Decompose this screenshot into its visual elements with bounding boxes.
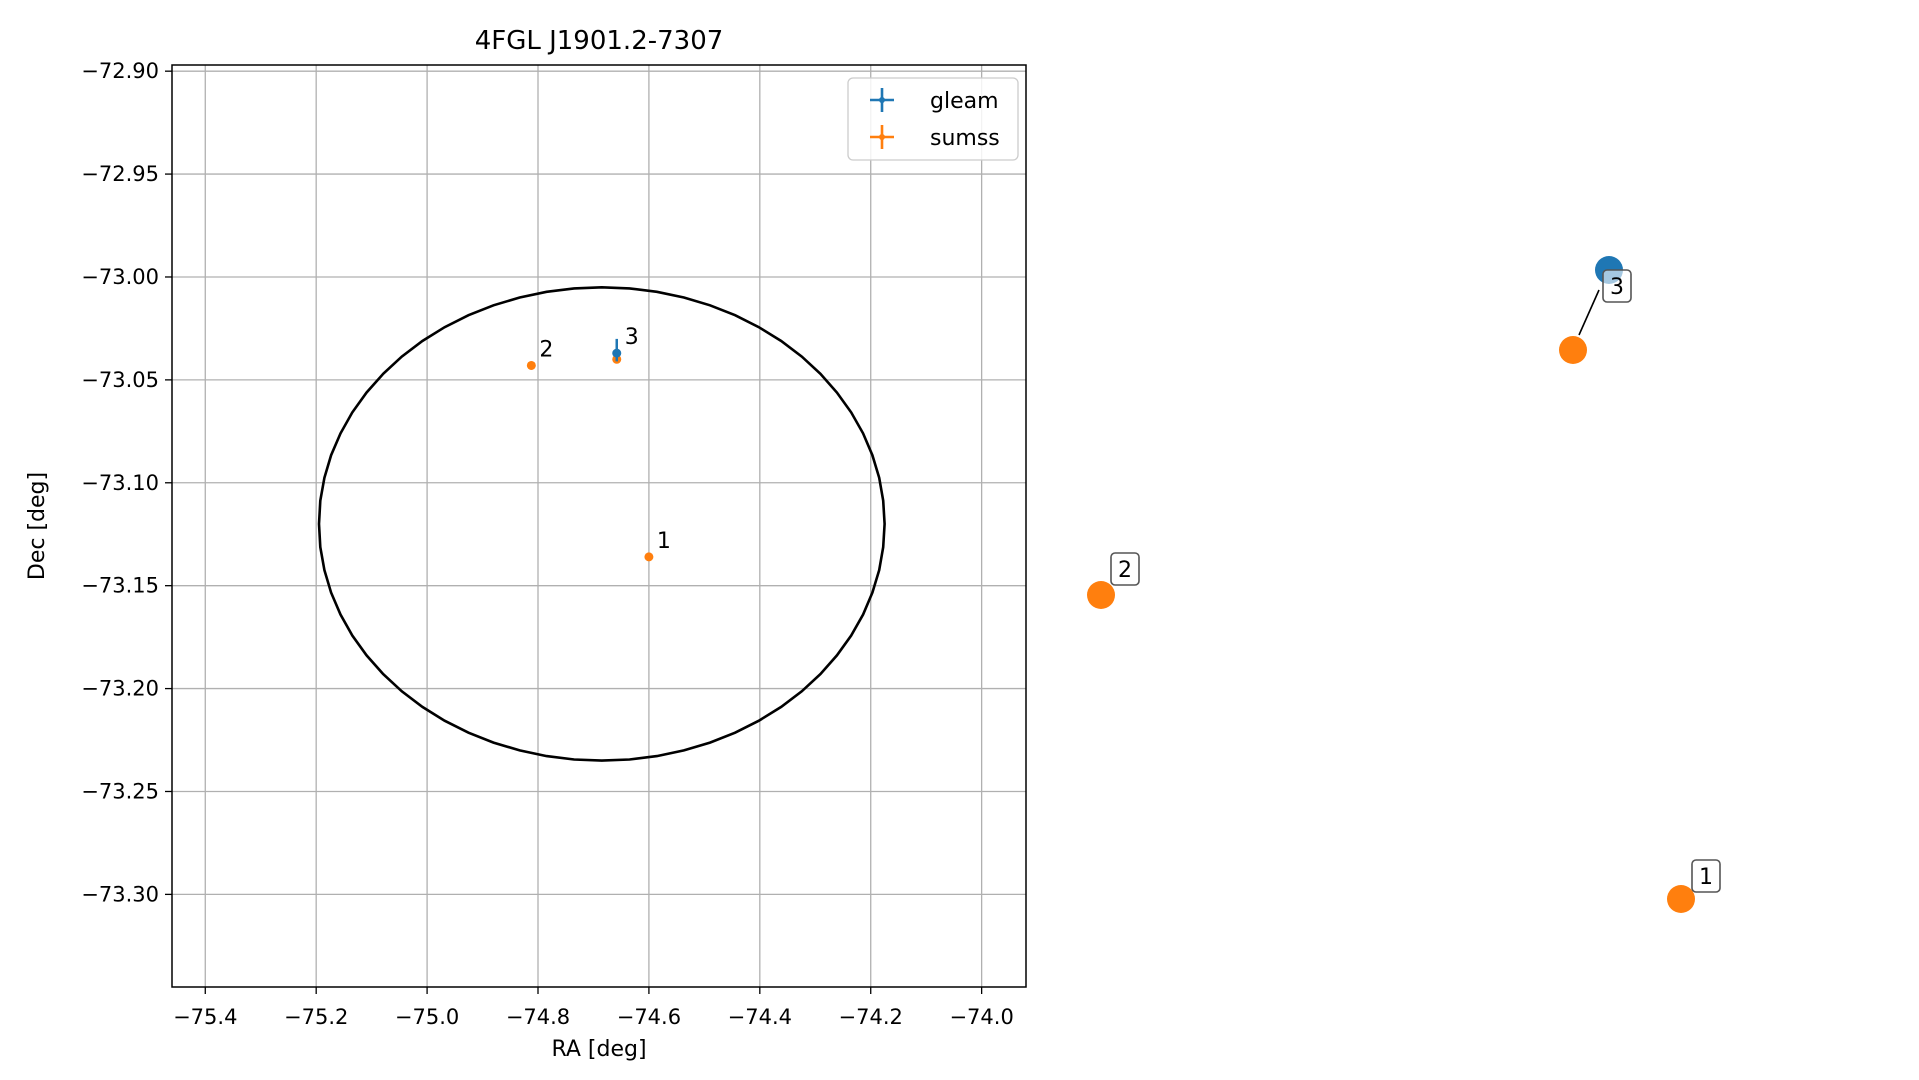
ticks: −75.4 −75.2 −75.0 −74.8 −74.6 −74.4 −74.2 −74.0… [81, 59, 1014, 1029]
grid [172, 65, 1026, 987]
legend: gleam sumss [847, 77, 1019, 161]
plot-frame [171, 64, 1027, 988]
point-annotation: 2 [539, 337, 553, 362]
gleam-point [612, 348, 622, 358]
x-axis-label: RA [deg] [551, 1037, 646, 1062]
legend-label-sumss: sumss [930, 126, 1000, 151]
y-tick-label: −72.90 [81, 59, 159, 83]
sumss-marker [1667, 885, 1695, 913]
x-tick-label: −74.8 [506, 1005, 570, 1029]
legend-marker-sumss [879, 134, 885, 140]
sumss-marker [1559, 336, 1587, 364]
x-tick-label: −75.4 [173, 1005, 237, 1029]
connector-line [1578, 289, 1600, 336]
x-tick-label: −74.2 [839, 1005, 903, 1029]
y-tick-label: −72.95 [81, 162, 159, 186]
x-tick-label: −74.6 [617, 1005, 681, 1029]
chart-title: 4FGL J1901.2-7307 [475, 26, 724, 56]
x-tick-label: −75.0 [395, 1005, 459, 1029]
label-box [1602, 269, 1632, 303]
x-tick-label: −74.0 [949, 1005, 1013, 1029]
y-tick-label: −73.05 [81, 368, 159, 392]
label-box [1110, 552, 1140, 586]
main-plot: 12 3 −75.4 −75.2 −75.0 −74.8 −74.6 −74.4 −74.2−… [25, 26, 1027, 1062]
x-tick-label: −74.4 [728, 1005, 792, 1029]
legend-box [847, 77, 1019, 161]
point-annotation: 3 [625, 325, 639, 350]
sumss-point [526, 360, 536, 370]
side-label: 1 [1699, 865, 1713, 890]
y-tick-label: −73.30 [81, 882, 159, 906]
point-annotation: 1 [657, 529, 671, 554]
side-label: 3 [1610, 275, 1624, 300]
y-tick-label: −73.10 [81, 471, 159, 495]
y-tick-label: −73.00 [81, 265, 159, 289]
y-tick-label: −73.20 [81, 677, 159, 701]
y-axis-label: Dec [deg] [25, 472, 50, 580]
y-tick-label: −73.15 [81, 574, 159, 598]
y-tick-label: −73.25 [81, 779, 159, 803]
data-marks: 1 2 3 [526, 325, 671, 562]
side-label: 2 [1118, 558, 1132, 583]
side-panel: 3 2 1 [1087, 256, 1721, 913]
x-tick-label: −75.2 [284, 1005, 348, 1029]
legend-label-gleam: gleam [930, 89, 999, 114]
sumss-point [644, 552, 654, 562]
legend-marker-gleam [879, 97, 885, 103]
error-ellipse [317, 285, 886, 762]
label-box [1691, 859, 1721, 893]
sumss-marker [1087, 581, 1115, 609]
